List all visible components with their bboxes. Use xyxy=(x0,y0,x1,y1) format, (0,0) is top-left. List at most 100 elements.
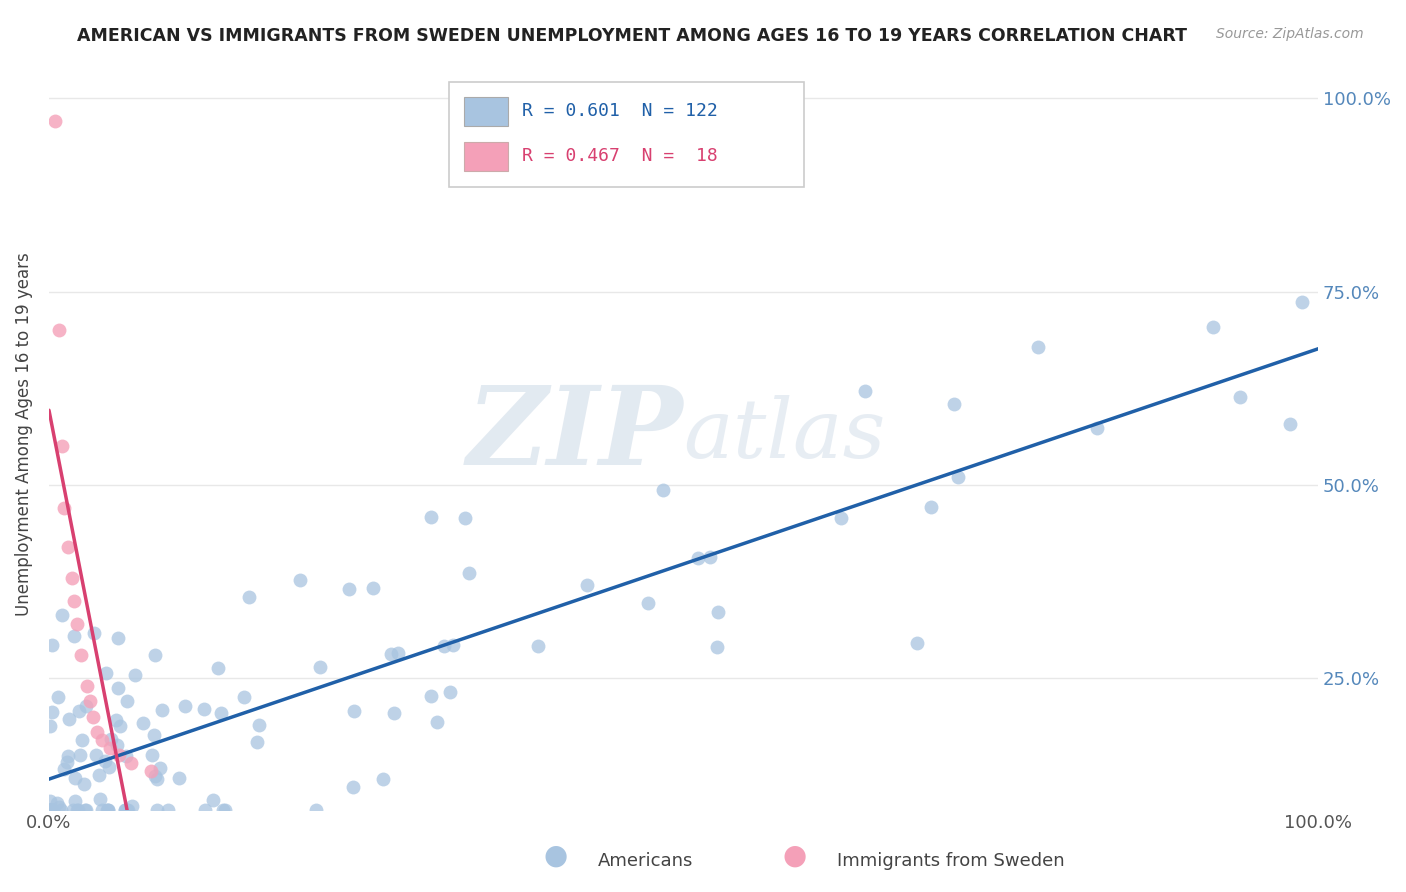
Point xyxy=(419,690,441,704)
Point xyxy=(48,323,70,337)
Point xyxy=(108,719,131,733)
Point xyxy=(214,803,236,817)
Point xyxy=(63,629,86,643)
Point xyxy=(433,639,456,653)
Point xyxy=(174,698,197,713)
Text: Source: ZipAtlas.com: Source: ZipAtlas.com xyxy=(1216,27,1364,41)
Point xyxy=(343,704,366,718)
Point xyxy=(238,590,260,604)
Point xyxy=(107,748,129,763)
Point xyxy=(131,716,153,731)
Point xyxy=(830,511,852,525)
Point xyxy=(107,631,129,645)
Point xyxy=(75,803,97,817)
Point xyxy=(146,803,169,817)
Point xyxy=(115,803,138,817)
Point xyxy=(1291,295,1313,310)
Point xyxy=(454,511,477,525)
Point xyxy=(637,596,659,610)
Point xyxy=(946,470,969,484)
Point xyxy=(63,594,86,608)
Point xyxy=(193,702,215,716)
FancyBboxPatch shape xyxy=(464,97,509,126)
Point xyxy=(51,439,73,453)
Point xyxy=(426,714,449,729)
FancyBboxPatch shape xyxy=(449,82,804,187)
Y-axis label: Unemployment Among Ages 16 to 19 years: Unemployment Among Ages 16 to 19 years xyxy=(15,252,32,616)
Point xyxy=(97,803,120,817)
Point xyxy=(48,800,70,814)
Point xyxy=(93,754,115,768)
Text: atlas: atlas xyxy=(683,394,886,475)
Text: ●: ● xyxy=(782,842,807,870)
Point xyxy=(124,668,146,682)
Point xyxy=(89,792,111,806)
Point xyxy=(121,798,143,813)
Text: R = 0.467  N =  18: R = 0.467 N = 18 xyxy=(523,146,718,165)
Point xyxy=(247,718,270,732)
Point xyxy=(69,747,91,762)
Text: Americans: Americans xyxy=(598,852,693,870)
Point xyxy=(853,384,876,399)
Point xyxy=(232,690,254,704)
Point xyxy=(143,648,166,662)
Point xyxy=(387,647,409,661)
Point xyxy=(58,712,80,726)
Point xyxy=(75,698,97,713)
Point xyxy=(167,771,190,785)
Point xyxy=(139,764,162,778)
Point xyxy=(97,803,120,817)
Point xyxy=(56,749,79,764)
Point xyxy=(100,732,122,747)
Point xyxy=(115,694,138,708)
Point xyxy=(143,769,166,783)
Point xyxy=(84,747,107,762)
Point xyxy=(66,617,89,632)
Text: R = 0.601  N = 122: R = 0.601 N = 122 xyxy=(523,102,718,120)
Point xyxy=(149,761,172,775)
Point xyxy=(152,702,174,716)
Point xyxy=(699,549,721,564)
Point xyxy=(41,705,63,719)
Point xyxy=(309,660,332,674)
Point xyxy=(56,540,79,554)
Point xyxy=(51,608,73,623)
Point xyxy=(82,710,104,724)
Point xyxy=(70,733,93,747)
Point xyxy=(96,803,118,817)
Point xyxy=(67,803,90,817)
Point xyxy=(39,719,62,733)
Point xyxy=(141,748,163,763)
Point xyxy=(201,793,224,807)
Point xyxy=(117,803,139,817)
Point xyxy=(114,803,136,817)
Point xyxy=(458,566,481,580)
Point xyxy=(91,733,114,747)
Text: ZIP: ZIP xyxy=(467,381,683,488)
Point xyxy=(98,740,121,755)
Point xyxy=(1202,319,1225,334)
Point xyxy=(73,777,96,791)
Point xyxy=(342,780,364,795)
Point xyxy=(83,625,105,640)
Point xyxy=(114,749,136,764)
Point xyxy=(46,796,69,810)
Point xyxy=(527,639,550,653)
Point xyxy=(337,582,360,596)
Point xyxy=(905,636,928,650)
FancyBboxPatch shape xyxy=(464,142,509,170)
Point xyxy=(107,681,129,695)
Point xyxy=(207,661,229,675)
Point xyxy=(1085,420,1108,434)
Point xyxy=(41,803,63,817)
Point xyxy=(246,735,269,749)
Point xyxy=(39,803,62,817)
Point xyxy=(53,501,76,516)
Point xyxy=(420,510,443,524)
Point xyxy=(75,803,97,817)
Point xyxy=(39,803,62,817)
Point xyxy=(209,706,232,720)
Point xyxy=(91,803,114,817)
Point xyxy=(60,571,83,585)
Point xyxy=(67,704,90,718)
